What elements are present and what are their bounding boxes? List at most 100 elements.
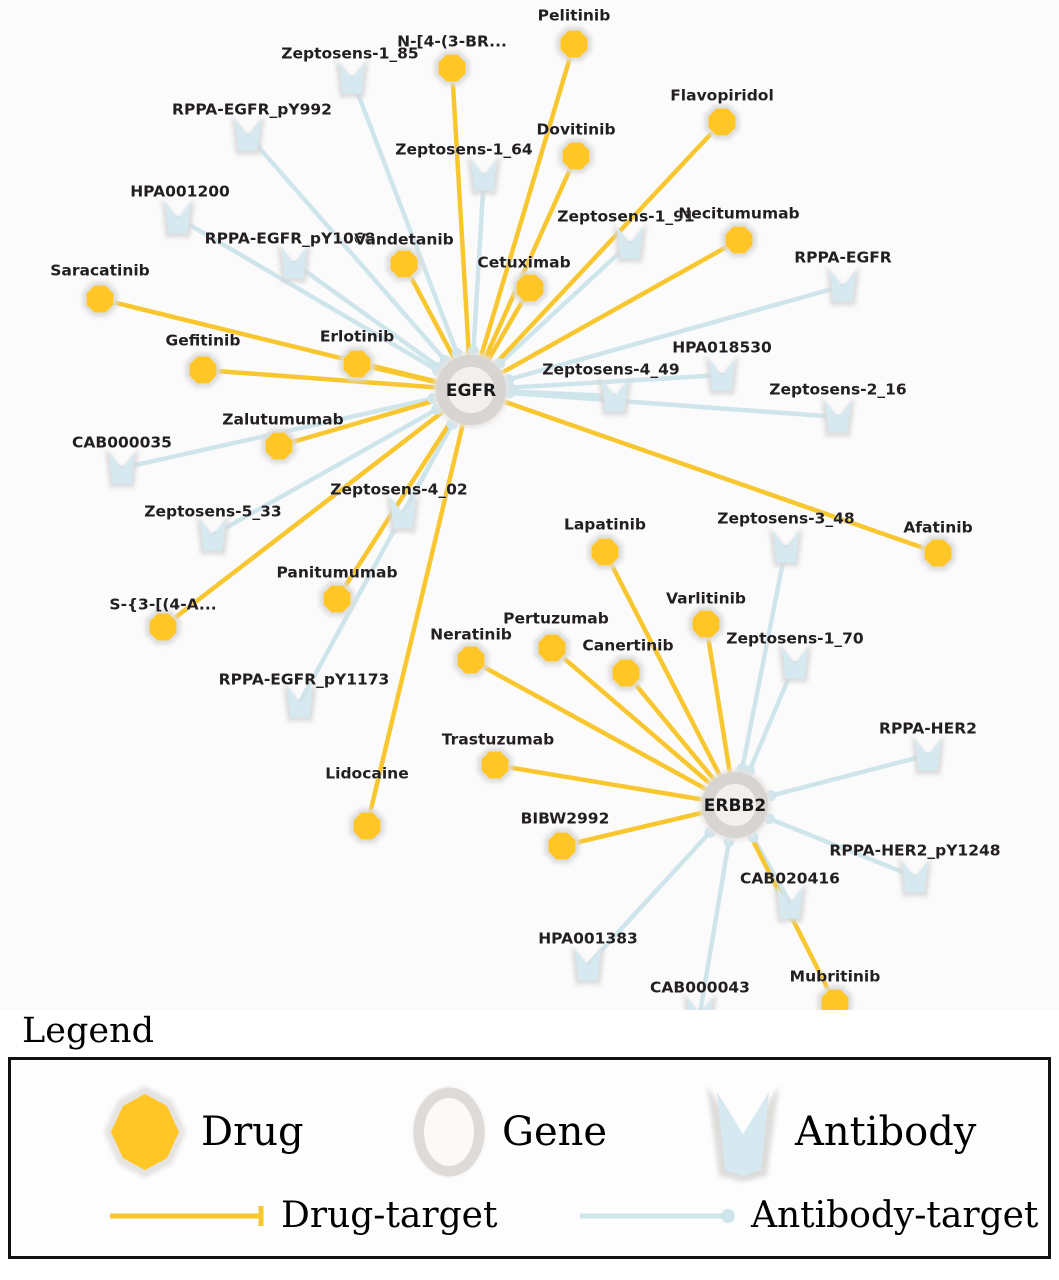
drug-octagon-icon xyxy=(189,356,217,384)
edge-S34A-EGFR xyxy=(160,387,474,630)
drug-octagon-icon xyxy=(692,610,720,638)
drug-node[interactable] xyxy=(349,808,385,844)
network-svg: EGFR ERBB2 Zeptosens-1_85 RPPA-EGFR_pY992 Ze… xyxy=(50,6,1001,1010)
antibody-node[interactable] xyxy=(778,643,812,683)
drug-node-label: Lidocaine xyxy=(325,765,408,783)
legend-item-gene: Gene xyxy=(406,1078,607,1186)
antibody-node[interactable] xyxy=(826,266,860,306)
antibody-node[interactable] xyxy=(705,355,739,395)
drug-node[interactable] xyxy=(688,606,724,642)
legend-panel: Legend Drug Gene Antibody xyxy=(0,1010,1059,1280)
drug-node-label: Neratinib xyxy=(430,626,512,644)
drug-node-label: Trastuzumab xyxy=(442,731,554,749)
drug-node[interactable] xyxy=(185,352,221,388)
drug-node[interactable] xyxy=(477,747,513,783)
antibody-chevron-icon xyxy=(281,247,307,279)
antibody-node[interactable] xyxy=(613,223,647,263)
drug-octagon-icon xyxy=(708,108,736,136)
antibody-node[interactable] xyxy=(821,397,855,437)
drug-node[interactable] xyxy=(608,655,644,691)
antibody-chevron-icon xyxy=(471,159,497,191)
drug-node-label: Saracatinib xyxy=(50,262,150,280)
gene-node-label: ERBB2 xyxy=(704,796,766,816)
drug-node[interactable] xyxy=(261,428,297,464)
antibody-node[interactable] xyxy=(598,376,632,416)
drug-octagon-icon xyxy=(560,30,588,58)
legend-item-antibody-target: Antibody-target xyxy=(576,1198,1038,1234)
antibody-chevron-icon xyxy=(390,497,416,529)
antibody-node[interactable] xyxy=(105,448,139,488)
gene-node-erbb2[interactable] xyxy=(699,769,771,841)
drug-octagon-icon xyxy=(924,539,952,567)
drug-node[interactable] xyxy=(721,222,757,258)
antibody-node[interactable] xyxy=(769,527,803,567)
antibody-chevron-icon xyxy=(707,1086,779,1182)
legend-label-antibody: Antibody xyxy=(795,1109,977,1155)
antibody-chevron-icon xyxy=(200,519,226,551)
antibody-node-label: Zeptosens-1_91 xyxy=(557,208,694,226)
gene-node-label: EGFR xyxy=(446,381,496,401)
drug-node[interactable] xyxy=(704,104,740,140)
drug-node[interactable] xyxy=(145,609,181,645)
antibody-node[interactable] xyxy=(911,735,945,775)
gene-node-egfr[interactable] xyxy=(433,352,509,428)
antibody-node[interactable] xyxy=(161,198,195,238)
drug-node-label: Flavopiridol xyxy=(670,87,774,105)
drug-node[interactable] xyxy=(556,26,592,62)
edge-Zeptosens1_85-EGFR xyxy=(349,75,474,393)
edge-Zeptosens5_33-EGFR xyxy=(210,387,474,538)
drug-node-label: Erlotinib xyxy=(320,328,394,346)
drug-node[interactable] xyxy=(534,630,570,666)
drug-octagon-icon xyxy=(591,538,619,566)
drug-node-label: Mubritinib xyxy=(790,968,881,986)
antibody-node[interactable] xyxy=(683,993,717,1010)
edge-Necitumumab-EGFR xyxy=(468,237,742,393)
drug-octagon-icon xyxy=(821,989,849,1010)
labels-layer: EGFR ERBB2 Zeptosens-1_85 RPPA-EGFR_pY992 Ze… xyxy=(50,6,1001,997)
drug-node[interactable] xyxy=(434,50,470,86)
drug-node-label: Lapatinib xyxy=(564,516,646,534)
antibody-chevron-icon xyxy=(773,531,799,563)
antibody-node[interactable] xyxy=(898,857,932,897)
drug-node[interactable] xyxy=(82,281,118,317)
antibody-node[interactable] xyxy=(467,155,501,195)
drug-octagon-icon xyxy=(343,350,371,378)
antibody-chevron-icon xyxy=(687,997,713,1010)
antibody-node[interactable] xyxy=(386,493,420,533)
drug-node-label: BIBW2992 xyxy=(521,810,610,828)
drug-node[interactable] xyxy=(319,581,355,617)
drug-node[interactable] xyxy=(544,828,580,864)
drug-node[interactable] xyxy=(339,346,375,382)
antibody-chevron-icon xyxy=(902,861,928,893)
antibody-node[interactable] xyxy=(773,883,807,923)
antibody-node[interactable] xyxy=(277,243,311,283)
antibody-chevron-icon xyxy=(602,380,628,412)
drug-octagon-icon xyxy=(612,659,640,687)
drug-node[interactable] xyxy=(512,270,548,306)
drug-node[interactable] xyxy=(453,642,489,678)
antibody-node[interactable] xyxy=(335,58,369,98)
drug-node-label: Afatinib xyxy=(903,519,972,537)
antibody-node[interactable] xyxy=(196,515,230,555)
drug-node[interactable] xyxy=(817,985,853,1010)
drug-node[interactable] xyxy=(587,534,623,570)
antibody-node-label: Zeptosens-1_64 xyxy=(395,141,533,159)
drug-octagon-icon xyxy=(516,274,544,302)
antibody-node-label: CAB000043 xyxy=(650,979,750,997)
drug-octagon-icon xyxy=(481,751,509,779)
antibody-node-label: CAB020416 xyxy=(740,870,840,888)
antibody-node[interactable] xyxy=(571,945,605,985)
edge-CAB000035-EGFR xyxy=(119,387,474,471)
drug-node-label: Canertinib xyxy=(582,637,673,655)
drug-node[interactable] xyxy=(558,138,594,174)
drug-octagon-icon xyxy=(457,646,485,674)
antibody-chevron-icon xyxy=(575,949,601,981)
edge-Pelitinib-EGFR xyxy=(468,41,577,393)
antibody-node[interactable] xyxy=(283,682,317,722)
drug-node[interactable] xyxy=(920,535,956,571)
drug-node[interactable] xyxy=(386,246,422,282)
antibody-chevron-icon xyxy=(825,401,851,433)
antibody-node[interactable] xyxy=(231,115,265,155)
edge-HPA001200-EGFR xyxy=(175,215,474,393)
antibody-node-label: Zeptosens-1_70 xyxy=(726,630,864,648)
